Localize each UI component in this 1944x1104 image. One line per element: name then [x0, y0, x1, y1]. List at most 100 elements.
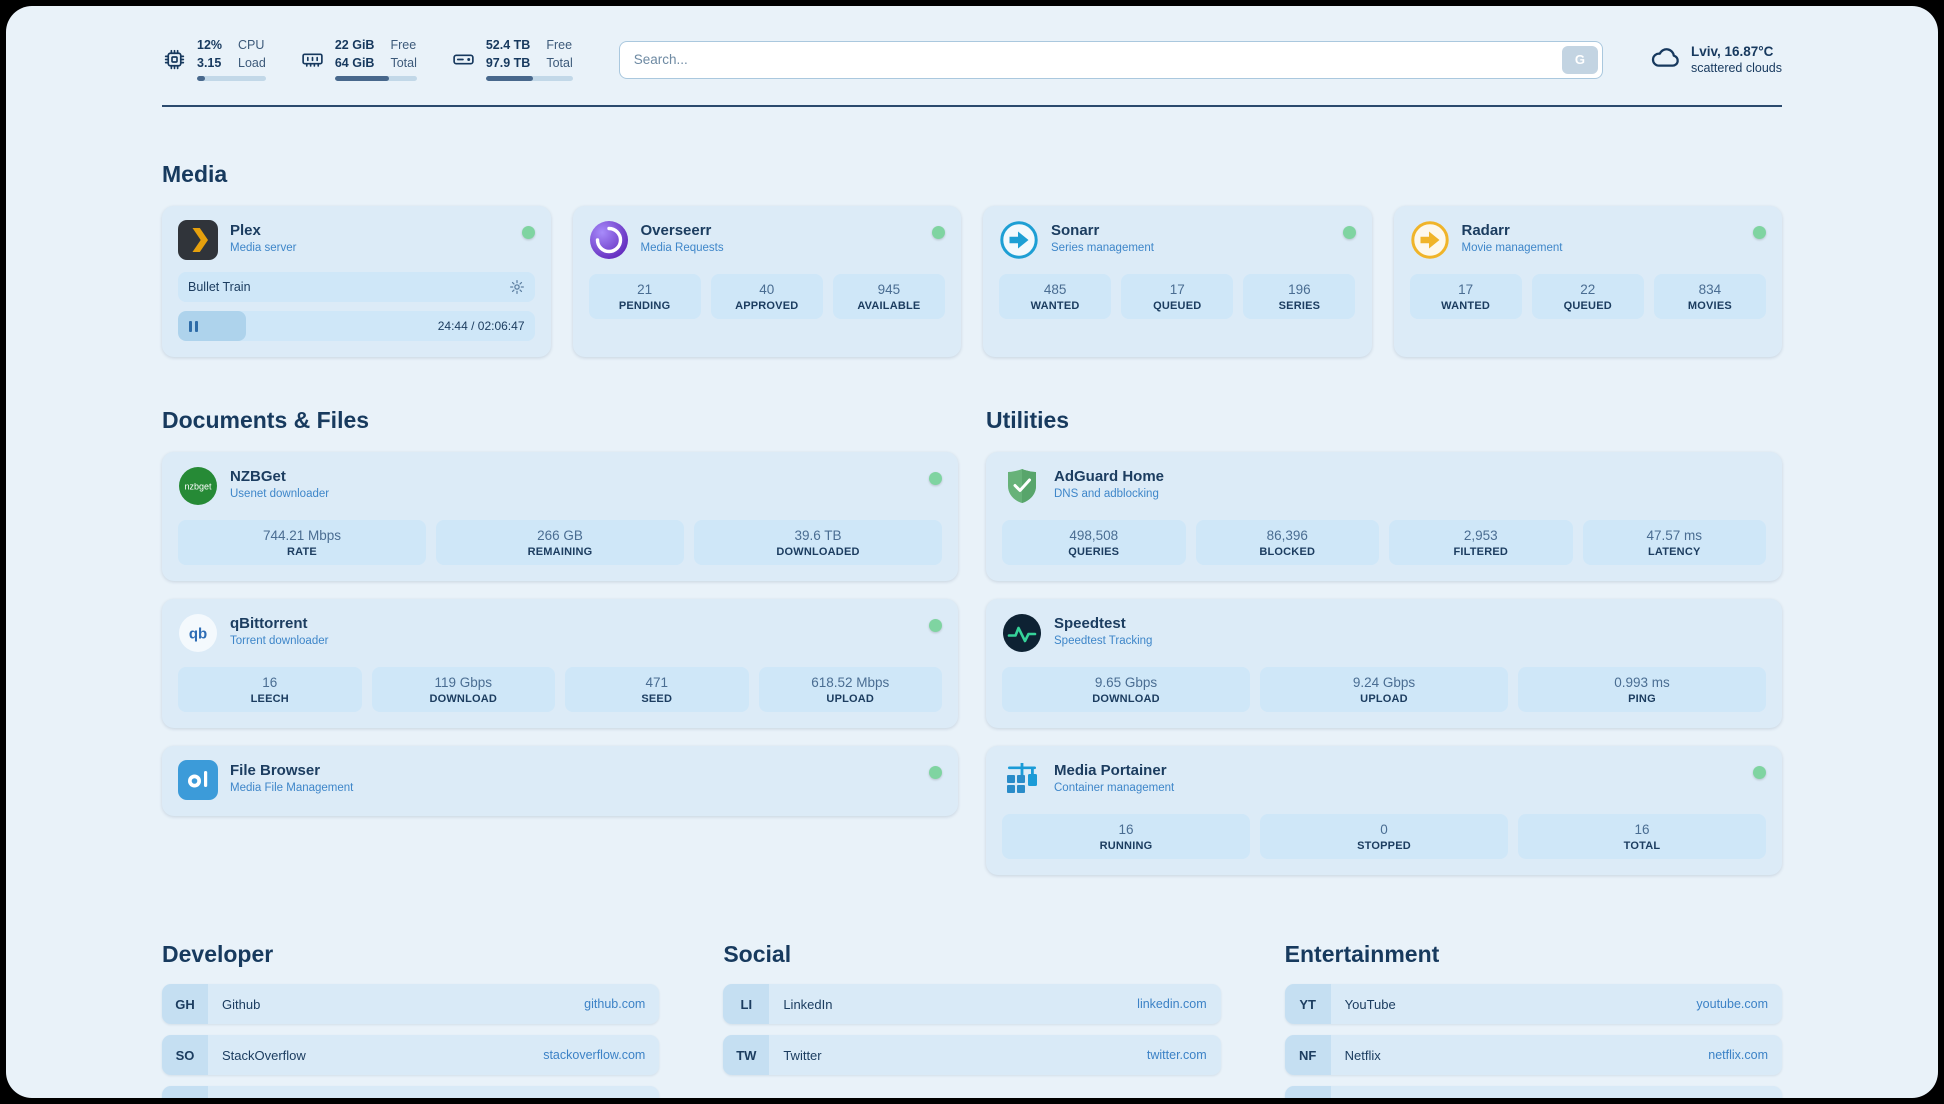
- radarr-icon: [1410, 220, 1450, 260]
- portainer-card[interactable]: Media Portainer Container management 16 …: [986, 746, 1782, 876]
- stat-tile: 834 MOVIES: [1653, 274, 1766, 320]
- cpu-usage-value: 12%: [197, 38, 223, 52]
- bookmark-abbr: LI: [723, 984, 770, 1025]
- service-name: qBittorrent: [230, 615, 308, 633]
- stat-label: LEECH: [250, 693, 289, 706]
- cpu-load-value: 3.15: [197, 55, 222, 70]
- service-subtitle: Usenet downloader: [230, 488, 330, 501]
- stat-label: AVAILABLE: [857, 300, 921, 313]
- stat-value: 9.24 Gbps: [1352, 675, 1416, 691]
- stat-value: 40: [759, 282, 775, 298]
- bookmark-netflix[interactable]: NF Netflix netflix.com: [1284, 1035, 1782, 1076]
- stat-value: 618.52 Mbps: [811, 675, 890, 691]
- adguard-card[interactable]: AdGuard Home DNS and adblocking 498,508 …: [986, 452, 1782, 582]
- bookmark-github[interactable]: GH Github github.com: [162, 984, 660, 1025]
- stat-label: WANTED: [1030, 300, 1080, 313]
- bookmark-abbr: NF: [1284, 1035, 1331, 1076]
- stat-label: DOWNLOAD: [1092, 693, 1160, 706]
- bookmark-url: youtube.com: [1696, 997, 1768, 1012]
- now-playing-widget: Bullet Train 24:44 / 02:06:47: [178, 272, 535, 342]
- plex-card[interactable]: Plex Media server Bullet Train: [162, 206, 551, 358]
- stat-label: TOTAL: [1623, 840, 1661, 853]
- stat-tile: 945 AVAILABLE: [832, 274, 945, 320]
- bookmark-url: github.com: [584, 997, 646, 1012]
- status-dot: [932, 226, 945, 240]
- section-title-social: Social: [723, 941, 792, 968]
- stat-tile: 744.21 Mbps RATE: [178, 520, 426, 566]
- disk-total-value: 97.9 TB: [485, 55, 531, 70]
- bookmark-url: linkedin.com: [1137, 997, 1207, 1012]
- stat-tile: 22 QUEUED: [1531, 274, 1644, 320]
- stat-tile: 196 SERIES: [1243, 274, 1356, 320]
- search-provider-button[interactable]: G: [1561, 45, 1598, 74]
- bookmark-abbr: SO: [162, 1035, 208, 1076]
- stat-label: PENDING: [618, 300, 671, 313]
- stat-tile: 16 RUNNING: [1002, 814, 1250, 860]
- stat-value: 22: [1580, 282, 1596, 298]
- qbittorrent-icon: qb: [178, 613, 218, 653]
- bookmark-dev[interactable]: DT DEV dev.to: [162, 1086, 660, 1098]
- stat-tile: 17 QUEUED: [1121, 274, 1234, 320]
- adguard-icon: [1002, 466, 1042, 506]
- service-name: File Browser: [230, 762, 321, 780]
- dashboard-window: 12% CPU 3.15 Load: [6, 6, 1938, 1098]
- status-dot: [929, 766, 942, 780]
- search-input[interactable]: [618, 40, 1603, 79]
- memory-free-label: Free: [390, 38, 417, 52]
- stat-tile: 0.993 ms PING: [1518, 667, 1766, 713]
- qbittorrent-card[interactable]: qb qBittorrent Torrent downloader 16 LEE…: [162, 599, 958, 729]
- status-dot: [1753, 226, 1766, 240]
- nzbget-card[interactable]: nzbget NZBGet Usenet downloader 744.21 M…: [162, 452, 958, 582]
- overseerr-card[interactable]: Overseerr Media Requests 21 PENDING 40 A…: [572, 206, 961, 358]
- bookmark-stackoverflow[interactable]: SO StackOverflow stackoverflow.com: [162, 1035, 660, 1076]
- service-subtitle: Media server: [230, 242, 297, 255]
- stat-value: 0.993 ms: [1614, 675, 1670, 691]
- pause-button[interactable]: [184, 311, 203, 341]
- status-dot: [929, 619, 942, 633]
- stat-value: 17: [1458, 282, 1474, 298]
- stat-tile: 39.6 TB DOWNLOADED: [694, 520, 942, 566]
- memory-total-label: Total: [390, 55, 417, 70]
- svg-text:qb: qb: [189, 626, 207, 643]
- cpu-load-label: Load: [238, 55, 266, 70]
- filebrowser-icon: [178, 760, 218, 801]
- stat-label: STOPPED: [1357, 840, 1411, 853]
- filebrowser-card[interactable]: File Browser Media File Management: [162, 746, 958, 817]
- topbar-divider: [162, 105, 1782, 108]
- overseerr-icon: [589, 220, 629, 260]
- stat-label: WANTED: [1441, 300, 1491, 313]
- stat-label: REMAINING: [527, 546, 593, 559]
- stat-tile: 9.65 Gbps DOWNLOAD: [1002, 667, 1250, 713]
- gear-icon[interactable]: [509, 279, 525, 295]
- bookmark-abbr: RE: [1284, 1086, 1331, 1098]
- bookmark-youtube[interactable]: YT YouTube youtube.com: [1284, 984, 1782, 1025]
- cloud-icon: [1649, 41, 1681, 78]
- weather-condition: scattered clouds: [1690, 61, 1782, 76]
- speedtest-card[interactable]: Speedtest Speedtest Tracking 9.65 Gbps D…: [986, 599, 1782, 729]
- media-section: Plex Media server Bullet Train: [162, 206, 1782, 358]
- stat-label: LATENCY: [1647, 546, 1701, 559]
- bookmark-url: netflix.com: [1708, 1048, 1768, 1063]
- stat-value: 834: [1698, 282, 1722, 298]
- stat-tile: 618.52 Mbps UPLOAD: [758, 667, 942, 713]
- stat-label: UPLOAD: [826, 693, 875, 706]
- memory-free-value: 22 GiB: [334, 38, 375, 52]
- sonarr-card[interactable]: Sonarr Series management 485 WANTED 17 Q…: [983, 206, 1372, 358]
- stat-value: 266 GB: [537, 528, 583, 544]
- service-name: Radarr: [1461, 222, 1510, 240]
- bookmark-url: stackoverflow.com: [543, 1048, 646, 1063]
- bookmark-reddit[interactable]: RE Reddit reddit.com: [1284, 1086, 1782, 1098]
- radarr-card[interactable]: Radarr Movie management 17 WANTED 22 QUE…: [1393, 206, 1782, 358]
- bookmark-linkedin[interactable]: LI LinkedIn linkedin.com: [723, 984, 1221, 1025]
- search-bar: G: [618, 40, 1603, 79]
- stat-label: MOVIES: [1687, 300, 1732, 313]
- weather-widget[interactable]: Lviv, 16.87°C scattered clouds: [1649, 41, 1782, 78]
- bookmark-url: twitter.com: [1146, 1048, 1207, 1063]
- bookmark-twitter[interactable]: TW Twitter twitter.com: [723, 1035, 1221, 1076]
- stat-tile: 21 PENDING: [588, 274, 701, 320]
- bookmark-group-entertainment: Entertainment YT YouTube youtube.com NF …: [1284, 941, 1782, 1098]
- playback-progressbar[interactable]: 24:44 / 02:06:47: [178, 311, 535, 342]
- weather-location: Lviv, 16.87°C: [1690, 44, 1774, 60]
- stat-label: FILTERED: [1453, 546, 1509, 559]
- service-subtitle: Movie management: [1461, 242, 1563, 255]
